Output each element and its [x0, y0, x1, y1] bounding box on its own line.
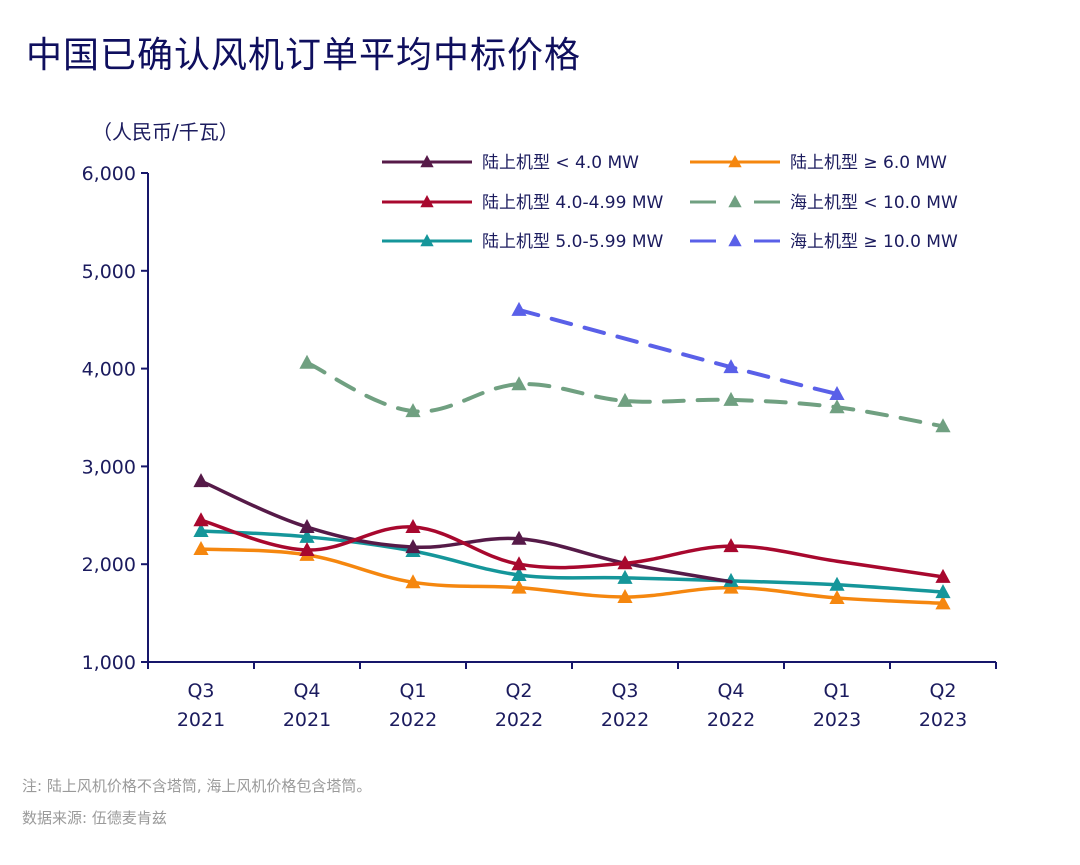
data-point-marker	[935, 568, 951, 583]
data-point-marker	[829, 386, 845, 401]
series-line	[199, 547, 945, 606]
y-axis-unit-label: （人民币/千瓦）	[92, 120, 239, 144]
x-tick-label-quarter: Q4	[293, 680, 320, 702]
data-point-marker	[829, 399, 845, 414]
legend-label: 陆上机型 < 4.0 MW	[482, 153, 639, 173]
y-tick-label: 4,000	[82, 359, 136, 381]
data-point-marker	[723, 572, 739, 587]
x-tick-label-quarter: Q2	[929, 680, 956, 702]
data-point-marker	[405, 519, 421, 534]
data-point-marker	[511, 566, 527, 581]
legend-item: 陆上机型 ≥ 6.0 MW	[690, 153, 947, 173]
legend-label: 海上机型 < 10.0 MW	[790, 193, 958, 213]
data-point-marker	[193, 541, 209, 556]
series-4	[193, 522, 951, 599]
series-line	[517, 307, 839, 397]
footnote: 注: 陆上风机价格不含塔筒, 海上风机价格包含塔筒。	[22, 777, 372, 795]
data-point-marker	[723, 359, 739, 374]
legend-label: 陆上机型 ≥ 6.0 MW	[790, 153, 947, 173]
y-tick-label: 3,000	[82, 456, 136, 478]
x-tick-label-year: 2022	[495, 709, 543, 731]
legend-item: 陆上机型 5.0-5.99 MW	[382, 232, 663, 252]
data-point-marker	[405, 574, 421, 589]
legend-item: 陆上机型 < 4.0 MW	[382, 153, 639, 173]
y-tick-label: 5,000	[82, 261, 136, 283]
data-point-marker	[511, 556, 527, 571]
y-tick-label: 1,000	[82, 652, 136, 674]
legend-label: 海上机型 ≥ 10.0 MW	[790, 232, 958, 252]
legend-marker	[420, 195, 434, 208]
x-tick-label-year: 2022	[601, 709, 649, 731]
y-tick-label: 2,000	[82, 554, 136, 576]
data-point-marker	[617, 588, 633, 603]
data-point-marker	[511, 579, 527, 594]
data-point-marker	[511, 301, 527, 316]
y-tick-label: 6,000	[82, 163, 136, 185]
series-line	[199, 479, 733, 584]
data-point-marker	[299, 519, 315, 534]
series-3	[299, 354, 951, 433]
data-point-marker	[829, 576, 845, 591]
data-point-marker	[935, 595, 951, 610]
legend-marker	[728, 195, 742, 208]
x-tick-label-year: 2021	[283, 709, 331, 731]
x-tick-label-quarter: Q3	[611, 680, 638, 702]
data-point-marker	[299, 542, 315, 557]
data-point-marker	[193, 512, 209, 527]
x-tick-label-quarter: Q1	[399, 680, 426, 702]
data-point-marker	[829, 589, 845, 604]
x-tick-label-quarter: Q3	[187, 680, 214, 702]
series-line	[199, 518, 945, 579]
x-tick-label-year: 2023	[813, 709, 861, 731]
legend-marker	[420, 155, 434, 168]
data-point-marker	[511, 376, 527, 391]
legend-marker	[728, 234, 742, 247]
data-point-marker	[617, 555, 633, 570]
series-line	[199, 529, 945, 594]
data-point-marker	[405, 403, 421, 418]
legend-marker	[728, 155, 742, 168]
data-point-marker	[193, 473, 209, 488]
data-point-marker	[299, 528, 315, 543]
data-point-marker	[617, 569, 633, 584]
legend: 陆上机型 < 4.0 MW 陆上机型 ≥ 6.0 MW 陆上机型 4.0-4.99 …	[382, 153, 958, 252]
legend-marker	[420, 234, 434, 247]
data-point-marker	[511, 530, 527, 545]
data-point-marker	[299, 354, 315, 369]
x-tick-label-year: 2023	[919, 709, 967, 731]
legend-label: 陆上机型 4.0-4.99 MW	[482, 193, 663, 213]
legend-item: 海上机型 ≥ 10.0 MW	[690, 232, 958, 252]
x-tick-label-quarter: Q1	[823, 680, 850, 702]
x-tick-label-year: 2022	[389, 709, 437, 731]
series-2	[193, 512, 951, 583]
axes: 1,000 2,000 3,000 4,000 5,000 6,000 Q3 2021 Q4 20…	[82, 163, 997, 731]
legend-item: 海上机型 < 10.0 MW	[690, 193, 958, 213]
x-tick-label-year: 2021	[177, 709, 225, 731]
x-tick-label-year: 2022	[707, 709, 755, 731]
data-point-marker	[935, 418, 951, 433]
legend-label: 陆上机型 5.0-5.99 MW	[482, 232, 663, 252]
x-tick-label-quarter: Q2	[505, 680, 532, 702]
data-source: 数据来源: 伍德麦肯兹	[22, 809, 167, 827]
data-point-marker	[723, 391, 739, 406]
series-5	[511, 301, 845, 401]
data-point-marker	[193, 522, 209, 537]
chart-title: 中国已确认风机订单平均中标价格	[26, 35, 582, 76]
data-point-marker	[935, 584, 951, 599]
series-layer	[193, 301, 951, 610]
x-tick-label-quarter: Q4	[717, 680, 744, 702]
data-point-marker	[617, 392, 633, 407]
legend-item: 陆上机型 4.0-4.99 MW	[382, 193, 663, 213]
series-0	[193, 473, 733, 584]
data-point-marker	[723, 538, 739, 553]
data-point-marker	[405, 539, 421, 554]
